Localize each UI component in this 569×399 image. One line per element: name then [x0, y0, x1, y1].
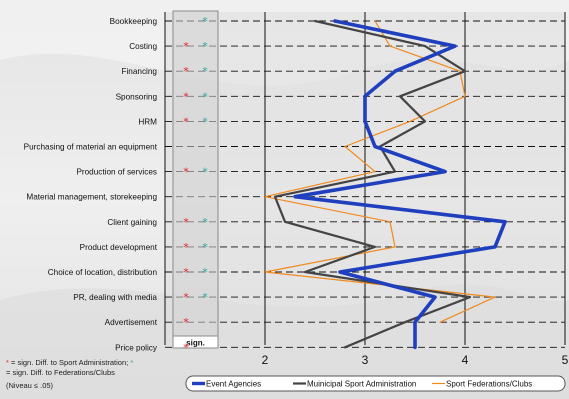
category-label: Material management, storekeeping — [26, 193, 157, 202]
teal-star-icon: * — [130, 358, 134, 367]
footnote-line-2: = sign. Diff. to Federations/Clubs — [6, 368, 115, 377]
category-label: Financing — [121, 67, 157, 76]
teal-star-icon: * — [202, 216, 208, 229]
significance-column — [172, 10, 219, 349]
footnote-line-1-text: = sign. Diff. to Sport Administration; — [8, 358, 129, 367]
category-label: Advertisement — [105, 318, 158, 327]
teal-star-icon: * — [202, 15, 208, 28]
x-tick-label: 3 — [362, 353, 369, 367]
category-label: HRM — [138, 117, 157, 126]
category-label: Bookkeeping — [110, 17, 158, 26]
category-label: Choice of location, distribution — [48, 268, 158, 277]
red-star-icon: * — [183, 115, 189, 128]
series-line-1 — [293, 19, 507, 350]
significance-header-box — [172, 335, 219, 349]
red-star-icon: * — [183, 341, 189, 354]
teal-star-icon: * — [202, 40, 208, 53]
footnote-line-1: * = sign. Diff. to Sport Administration;… — [6, 358, 133, 368]
teal-star-icon: * — [202, 266, 208, 279]
red-star-icon: * — [183, 291, 189, 304]
category-label: Price policy — [115, 343, 158, 352]
legend-item: Sport Federations/Clubs — [446, 380, 532, 389]
category-label: Product development — [80, 243, 158, 252]
teal-star-icon: * — [202, 241, 208, 254]
legend-item: Muinicipal Sport Administration — [307, 380, 416, 389]
teal-star-icon: * — [202, 90, 208, 103]
teal-star-icon: * — [202, 115, 208, 128]
teal-star-icon: * — [202, 166, 208, 179]
series-line-2 — [273, 19, 472, 349]
red-star-icon: * — [183, 241, 189, 254]
footnote-line-3: (Niveau ≤ .05) — [6, 381, 54, 390]
series-line-3 — [264, 20, 496, 323]
red-star-icon: * — [183, 40, 189, 53]
teal-star-icon: * — [202, 291, 208, 304]
category-label: Purchasing of material an equipment — [24, 143, 158, 152]
legend — [185, 375, 566, 392]
category-label: Sponsoring — [116, 92, 158, 101]
red-star-icon: * — [183, 90, 189, 103]
teal-star-icon: * — [202, 65, 208, 78]
category-label: Client gaining — [107, 218, 157, 227]
x-tick-label: 2 — [262, 353, 269, 367]
legend-item: Event Agencies — [206, 380, 261, 389]
category-label: Costing — [129, 42, 157, 51]
red-star-icon: * — [183, 166, 189, 179]
category-label: PR, dealing with media — [73, 293, 157, 302]
red-star-icon: * — [6, 358, 9, 367]
category-label: Production of services — [76, 168, 157, 177]
x-tick-label: 4 — [462, 353, 469, 367]
x-tick-label: 5 — [562, 353, 569, 367]
red-star-icon: * — [183, 316, 189, 329]
red-star-icon: * — [183, 65, 189, 78]
red-star-icon: * — [183, 266, 189, 279]
red-star-icon: * — [183, 216, 189, 229]
significance-header: sign. — [186, 339, 205, 348]
